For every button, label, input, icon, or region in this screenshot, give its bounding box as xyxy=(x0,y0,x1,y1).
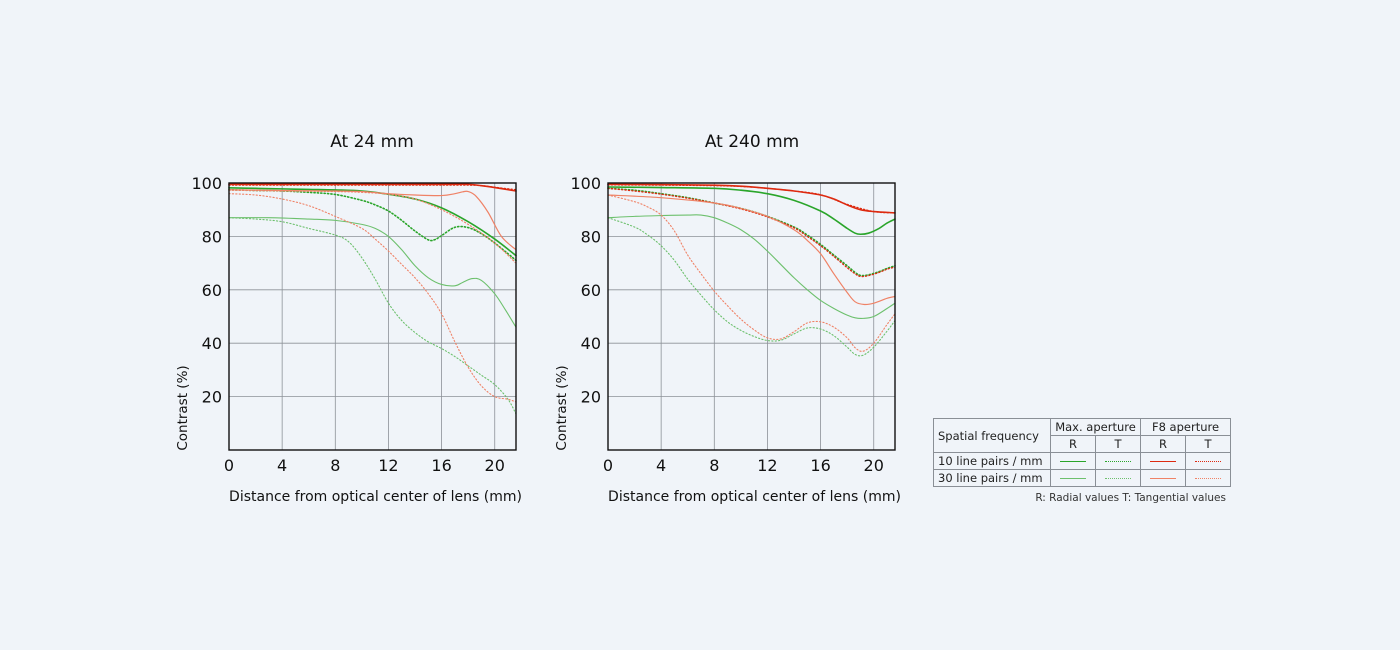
chart1-xlabel: Distance from optical center of lens (mm… xyxy=(608,489,901,505)
legend-max-r-header: R xyxy=(1050,435,1096,453)
chart1-series-line xyxy=(607,194,896,306)
chart1-ytick-label: 20 xyxy=(581,388,601,407)
legend-f8-t-header: T xyxy=(1185,435,1231,453)
legend-swatch-max-10-t xyxy=(1105,461,1131,462)
legend-f8-r-header: R xyxy=(1140,435,1186,453)
chart0-ytick-label: 40 xyxy=(202,334,222,353)
chart1-xtick-label: 4 xyxy=(656,456,666,475)
chart1-series-line xyxy=(607,184,896,214)
chart1-xtick-label: 12 xyxy=(757,456,777,475)
chart0-xtick-label: 12 xyxy=(378,456,398,475)
chart0-series-line xyxy=(228,217,517,415)
chart0-ytick-label: 20 xyxy=(202,388,222,407)
legend-max-aperture-header: Max. aperture xyxy=(1050,418,1141,436)
legend-row-10lp: 10 line pairs / mm xyxy=(933,452,1051,470)
chart0-title: At 24 mm xyxy=(330,132,414,152)
chart1-series-line xyxy=(607,187,896,278)
mtf-chart-24mm: At 24 mm 0 4 8 12 16 20 100 80 60 40 20 Distance fro… xyxy=(175,132,522,505)
chart0-xtick-label: 16 xyxy=(431,456,451,475)
chart0-xtick-label: 20 xyxy=(485,456,505,475)
legend-row-30lp: 30 line pairs / mm xyxy=(933,469,1051,487)
chart1-ytick-label: 80 xyxy=(581,227,601,246)
chart1-xtick-label: 8 xyxy=(709,456,719,475)
chart0-ytick-label: 100 xyxy=(191,174,222,193)
chart1-series-line xyxy=(607,194,896,352)
chart1-ylabel: Contrast (%) xyxy=(554,365,570,450)
chart0-xlabel: Distance from optical center of lens (mm… xyxy=(229,489,522,505)
chart1-series-line xyxy=(607,214,896,320)
chart1-frame xyxy=(607,182,896,451)
legend-swatch-f8-10-r xyxy=(1150,461,1176,462)
chart0-xtick-label: 0 xyxy=(224,456,234,475)
chart0-series-line xyxy=(228,184,517,191)
chart1-xtick-label: 20 xyxy=(864,456,884,475)
chart0-ylabel: Contrast (%) xyxy=(175,365,191,450)
legend-note: R: Radial values T: Tangential values xyxy=(1035,492,1226,504)
chart1-xtick-label: 0 xyxy=(603,456,613,475)
legend-max-t-header: T xyxy=(1095,435,1141,453)
chart1-ytick-label: 100 xyxy=(570,174,601,193)
chart0-series-line xyxy=(228,193,517,403)
chart1-series-line xyxy=(607,217,896,357)
legend-swatch-f8-30-t xyxy=(1195,478,1221,479)
chart0-series-line xyxy=(228,189,517,264)
chart1-series-line xyxy=(607,186,896,236)
legend-spatial-frequency-header: Spatial frequency xyxy=(933,418,1051,453)
legend-swatch-f8-10-t xyxy=(1195,461,1221,462)
chart1-ytick-label: 60 xyxy=(581,281,601,300)
chart0-ytick-label: 80 xyxy=(202,227,222,246)
chart0-xtick-label: 4 xyxy=(277,456,287,475)
chart1-xtick-label: 16 xyxy=(810,456,830,475)
chart1-ytick-label: 40 xyxy=(581,334,601,353)
chart0-frame xyxy=(228,182,517,451)
legend-swatch-max-30-t xyxy=(1105,478,1131,479)
legend-swatch-f8-30-r xyxy=(1150,478,1176,479)
legend-swatch-max-10-r xyxy=(1060,461,1086,462)
legend-swatch-max-30-r xyxy=(1060,478,1086,479)
chart0-series-line xyxy=(228,217,517,328)
legend-f8-aperture-header: F8 aperture xyxy=(1140,418,1231,436)
chart1-title: At 240 mm xyxy=(705,132,799,152)
chart0-xtick-label: 8 xyxy=(330,456,340,475)
chart0-ytick-label: 60 xyxy=(202,281,222,300)
legend-table: Spatial frequency Max. aperture F8 apert… xyxy=(933,418,1231,487)
